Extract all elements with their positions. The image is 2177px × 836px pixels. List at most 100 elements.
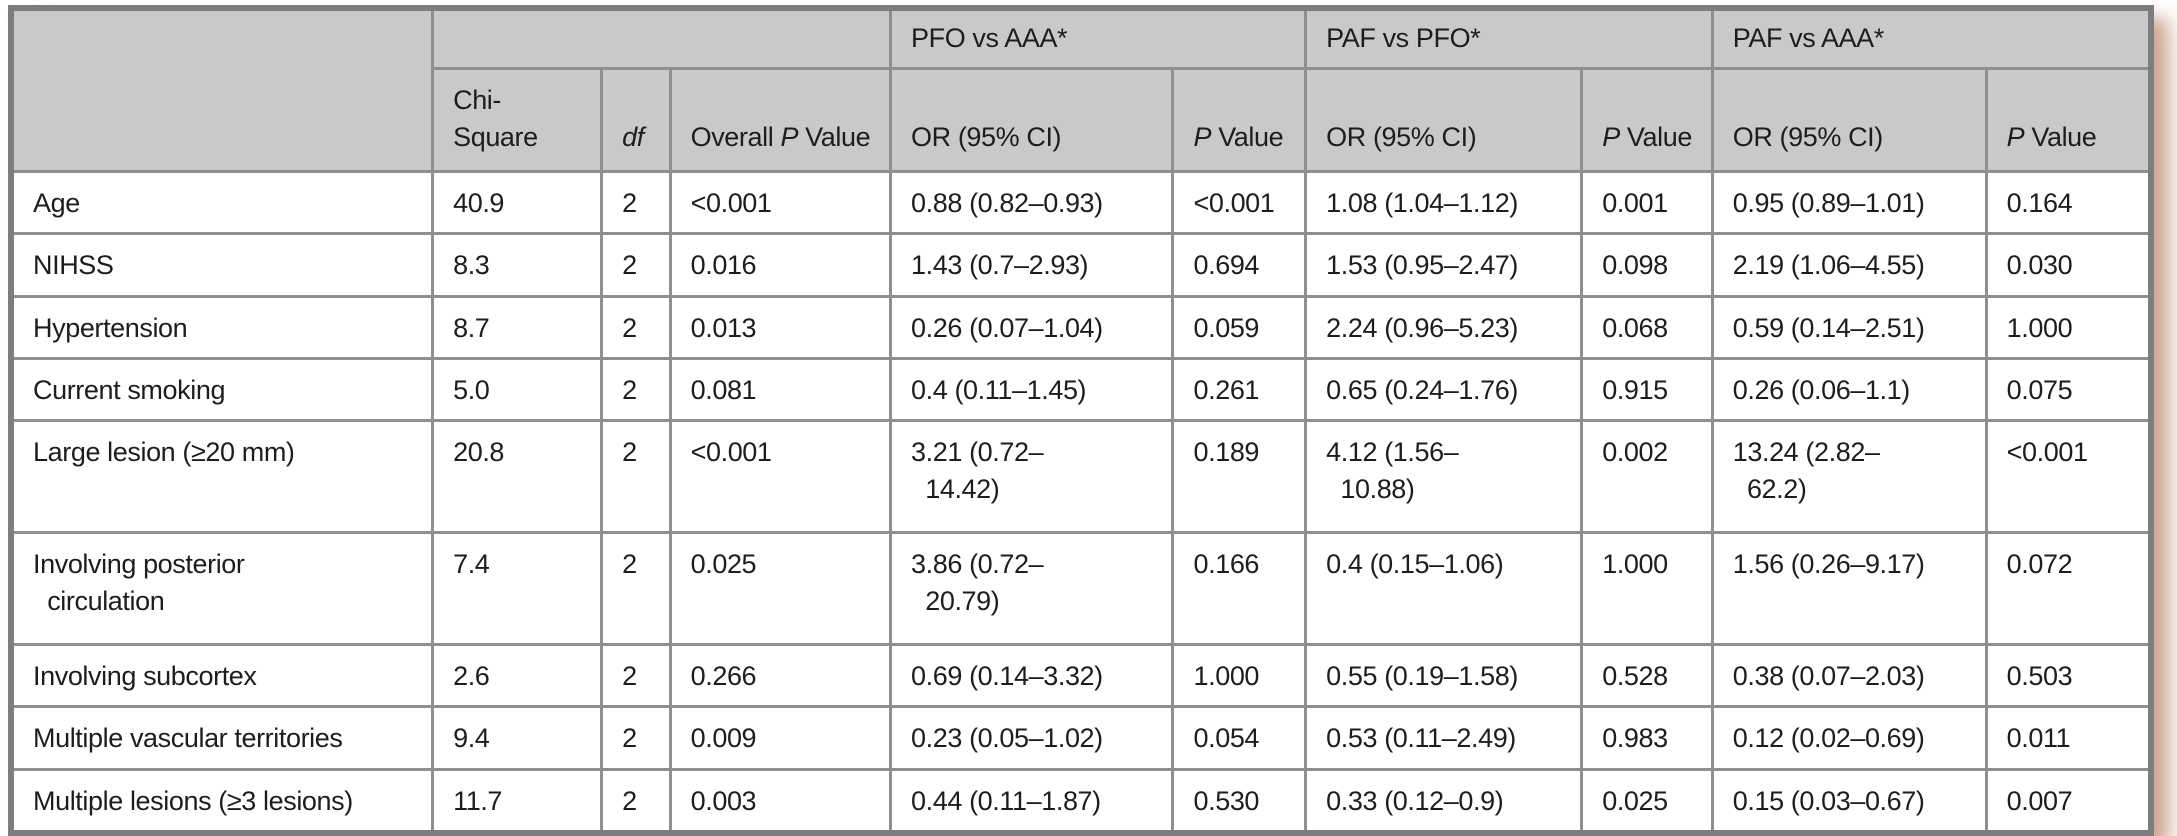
p-rest: Value (2024, 121, 2097, 152)
table-row-hypertension: Hypertension 8.7 2 0.013 0.26 (0.07–1.04… (9, 294, 2153, 360)
comparison-table: PFO vs AAA* PAF vs PFO* PAF vs AAA* Chi-… (8, 5, 2154, 836)
value-cell: 0.38 (0.07–2.03) (1710, 642, 1988, 709)
value-cell: <0.001 (1171, 169, 1308, 236)
header-group-row: PFO vs AAA* PAF vs PFO* PAF vs AAA* (9, 6, 2153, 173)
row-label-cell: Multiple lesions (≥3 lesions) (9, 767, 435, 835)
value-cell: 1.08 (1.04–1.12) (1304, 169, 1584, 236)
value-cell: 0.95 (0.89–1.01) (1710, 169, 1988, 236)
col-header-p-value-3: P Value (1984, 66, 2153, 173)
value-cell: 0.030 (1984, 232, 2153, 298)
col-header-p-value-1: P Value (1171, 66, 1308, 173)
header-stub-cell (9, 6, 435, 173)
overall-p-pre: Overall (690, 121, 781, 152)
table-row-multiple-vascular-territories: Multiple vascular territories 9.4 2 0.00… (9, 705, 2153, 771)
value-cell: 0.4 (0.11–1.45) (889, 356, 1175, 423)
value-cell: 0.164 (1984, 169, 2153, 236)
value-cell: 0.011 (1984, 705, 2153, 771)
value-cell: 2.6 (431, 642, 604, 709)
value-cell: 1.000 (1984, 294, 2153, 360)
value-cell: 0.081 (668, 356, 893, 423)
table-row-nihss: NIHSS 8.3 2 0.016 1.43 (0.7–2.93) 0.694 … (9, 232, 2153, 298)
row-label-cell: Age (9, 169, 435, 236)
value-cell: 8.7 (431, 294, 604, 360)
group-header-pfo-vs-aaa: PFO vs AAA* (889, 6, 1308, 70)
value-cell: 0.44 (0.11–1.87) (889, 767, 1175, 835)
value-cell: 1.56 (0.26–9.17) (1710, 531, 1988, 646)
value-cell: 0.983 (1580, 705, 1714, 771)
p-rest: Value (1619, 121, 1692, 152)
value-cell: 0.65 (0.24–1.76) (1304, 356, 1584, 423)
value-cell: 0.013 (668, 294, 893, 360)
comparison-table-container: PFO vs AAA* PAF vs PFO* PAF vs AAA* Chi-… (8, 5, 2154, 836)
value-cell: 2.24 (0.96–5.23) (1304, 294, 1584, 360)
value-cell: 0.166 (1171, 531, 1308, 646)
p-rest: Value (1211, 121, 1284, 152)
col-header-or-ci-3: OR (95% CI) (1710, 66, 1988, 173)
value-cell: 0.528 (1580, 642, 1714, 709)
value-cell: 3.86 (0.72– 20.79) (889, 531, 1175, 646)
value-cell: <0.001 (668, 419, 893, 534)
value-cell: 5.0 (431, 356, 604, 423)
row-label-cell: Involving subcortex (9, 642, 435, 709)
row-label-cell: Multiple vascular territories (9, 705, 435, 771)
value-cell: 1.000 (1171, 642, 1308, 709)
value-cell: 2.19 (1.06–4.55) (1710, 232, 1988, 298)
value-cell: 0.016 (668, 232, 893, 298)
value-cell: 0.59 (0.14–2.51) (1710, 294, 1988, 360)
value-cell: 2 (600, 705, 672, 771)
value-cell: 0.69 (0.14–3.32) (889, 642, 1175, 709)
value-cell: 0.098 (1580, 232, 1714, 298)
value-cell: 0.694 (1171, 232, 1308, 298)
value-cell: 0.072 (1984, 531, 2153, 646)
value-cell: 0.002 (1580, 419, 1714, 534)
row-label-cell: Current smoking (9, 356, 435, 423)
value-cell: 0.025 (668, 531, 893, 646)
p-italic: P (2006, 121, 2025, 152)
value-cell: 0.003 (668, 767, 893, 835)
value-cell: 2 (600, 419, 672, 534)
row-label-cell: Large lesion (≥20 mm) (9, 419, 435, 534)
header-stats-spacer-cell (431, 6, 893, 70)
value-cell: 0.53 (0.11–2.49) (1304, 705, 1584, 771)
value-cell: 0.55 (0.19–1.58) (1304, 642, 1584, 709)
table-row-current-smoking: Current smoking 5.0 2 0.081 0.4 (0.11–1.… (9, 356, 2153, 423)
value-cell: 2 (600, 294, 672, 360)
value-cell: 7.4 (431, 531, 604, 646)
group-header-paf-vs-aaa: PAF vs AAA* (1710, 6, 2153, 70)
value-cell: 0.261 (1171, 356, 1308, 423)
p-italic: P (1602, 121, 1620, 152)
value-cell: 2 (600, 642, 672, 709)
value-cell: 2 (600, 767, 672, 835)
col-header-or-ci-2: OR (95% CI) (1304, 66, 1584, 173)
value-cell: 0.4 (0.15–1.06) (1304, 531, 1584, 646)
table-row-involving-posterior-circulation: Involving posterior circulation 7.4 2 0.… (9, 531, 2153, 646)
value-cell: 0.068 (1580, 294, 1714, 360)
value-cell: 0.189 (1171, 419, 1308, 534)
value-cell: 2 (600, 169, 672, 236)
value-cell: 0.26 (0.06–1.1) (1710, 356, 1988, 423)
overall-p-italic: P (780, 121, 799, 152)
header-columns-row: Chi- Square df Overall P Value OR (95% C… (11, 66, 2153, 173)
value-cell: <0.001 (1984, 419, 2153, 534)
value-cell: 40.9 (431, 169, 604, 236)
group-header-paf-vs-pfo: PAF vs PFO* (1304, 6, 1714, 70)
value-cell: 0.26 (0.07–1.04) (889, 294, 1175, 360)
value-cell: 0.001 (1580, 169, 1714, 236)
value-cell: 4.12 (1.56– 10.88) (1304, 419, 1584, 534)
value-cell: 0.025 (1580, 767, 1714, 835)
col-header-df: df (600, 66, 672, 173)
value-cell: 0.23 (0.05–1.02) (889, 705, 1175, 771)
value-cell: 3.21 (0.72– 14.42) (889, 419, 1175, 534)
value-cell: 0.054 (1171, 705, 1308, 771)
value-cell: 11.7 (431, 767, 604, 835)
col-header-overall-p-value: Overall P Value (668, 66, 893, 173)
table-row-large-lesion: Large lesion (≥20 mm) 20.8 2 <0.001 3.21… (9, 419, 2153, 534)
value-cell: 20.8 (431, 419, 604, 534)
value-cell: 0.266 (668, 642, 893, 709)
value-cell: <0.001 (668, 169, 893, 236)
row-label-cell: Hypertension (9, 294, 435, 360)
value-cell: 0.075 (1984, 356, 2153, 423)
table-row-involving-subcortex: Involving subcortex 2.6 2 0.266 0.69 (0.… (9, 642, 2153, 709)
p-italic: P (1193, 121, 1212, 152)
table-row-age: Age 40.9 2 <0.001 0.88 (0.82–0.93) <0.00… (9, 169, 2153, 236)
